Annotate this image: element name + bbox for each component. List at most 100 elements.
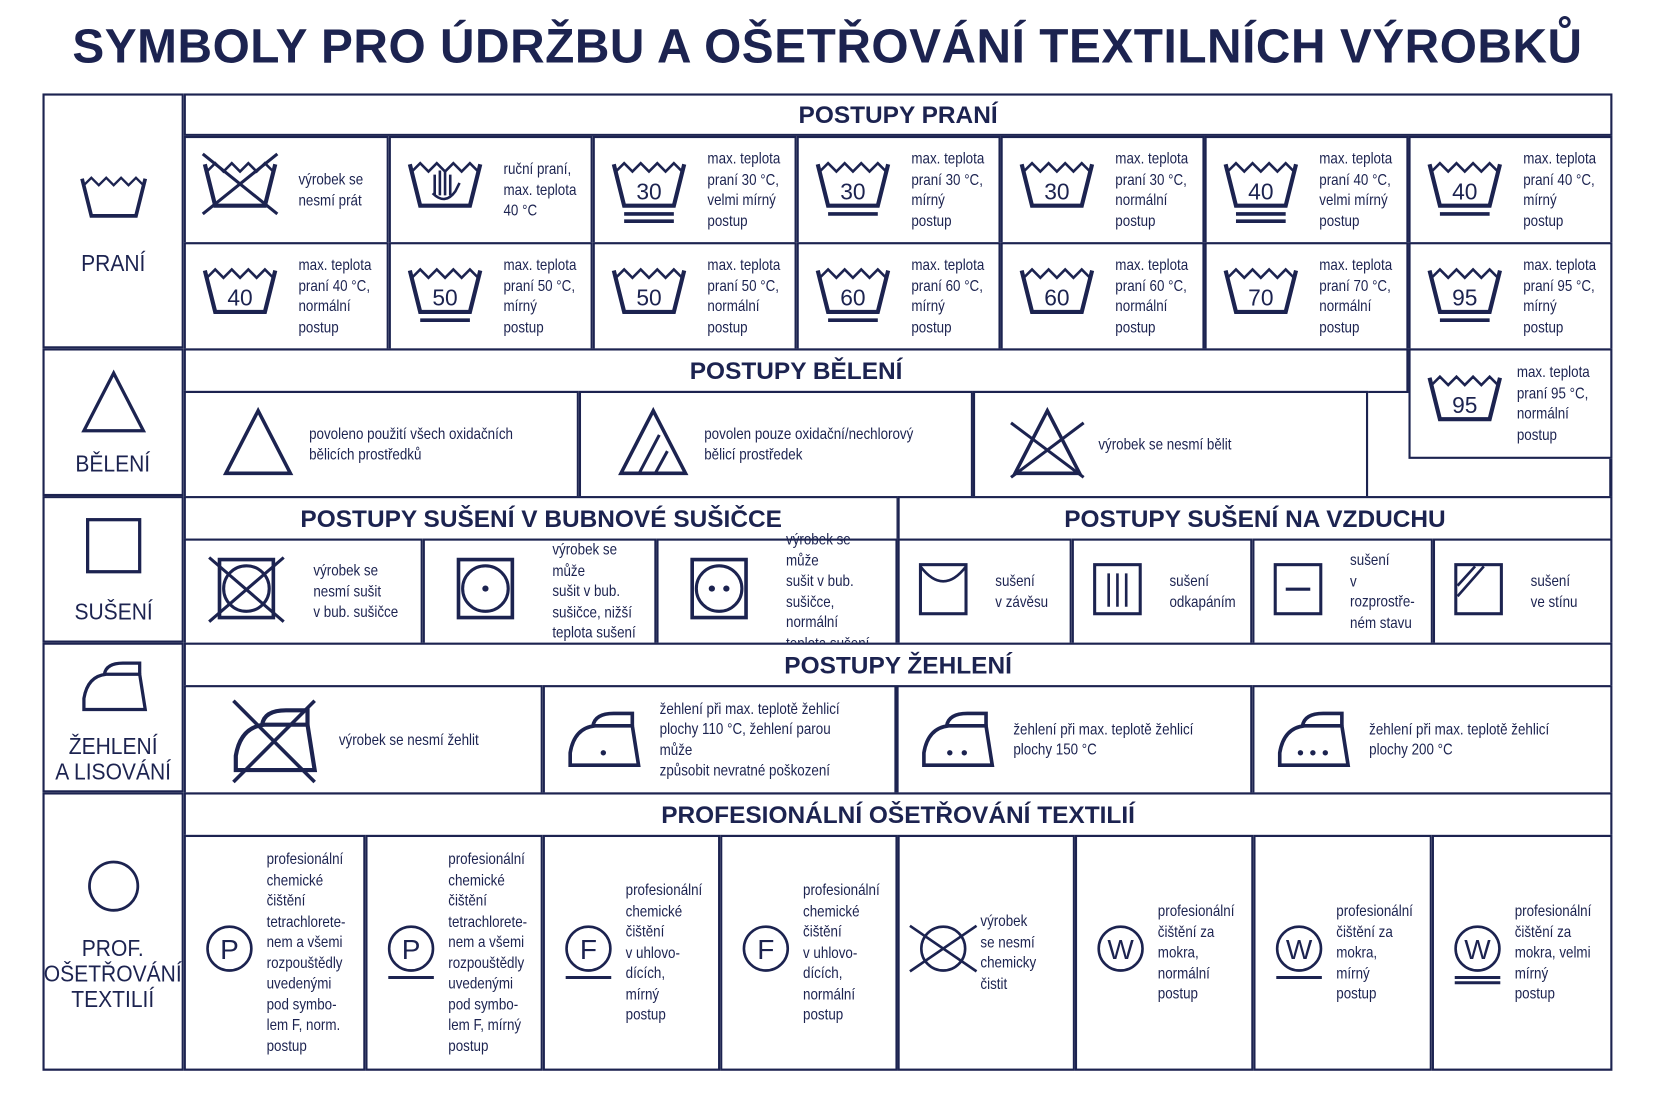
symbol-description: sušení odkapáním [1169, 571, 1236, 611]
wash-40-icon: 40 [1223, 161, 1299, 224]
wash-95-icon: 95 [1423, 363, 1506, 449]
wash-symbol-cell: 40 max. teplota praní 40 °C, velmi mírný … [1204, 135, 1409, 245]
bleach-symbol-cell: povolen pouze oxidační/nechlorový bělicí… [578, 390, 973, 499]
wash-50-icon: 50 [407, 267, 483, 322]
wash-symbol-cell: 30 max. teplota praní 30 °C, normální pos… [1000, 135, 1205, 245]
section-header-ironing: POSTUPY ŽEHLENÍ [183, 642, 1613, 688]
triangle-icon [80, 369, 146, 433]
wash-40-icon: 40 [1427, 161, 1502, 216]
wash-30-icon: 30 [1019, 161, 1095, 208]
tumble-dry-icon [690, 557, 748, 620]
symbol-description: povolen pouze oxidační/nechlorový bělicí… [704, 424, 914, 464]
iron-2-dots-icon [922, 712, 995, 768]
wash-symbol-cell: 95 max. teplota praní 95 °C, normální pos… [1408, 348, 1613, 459]
dry-clean-p-icon: P [387, 925, 435, 979]
ironing-symbol-cell: výrobek se nesmí žehlit [183, 685, 543, 795]
symbol-description: sušení ve stínu [1530, 571, 1578, 611]
dry-shade-icon [1454, 562, 1503, 616]
do-not-tumble-dry-icon [205, 551, 288, 637]
wash-50-icon: 50 [608, 256, 691, 342]
symbol-description: max. teplota praní 40 °C, velmi mírný po… [1319, 149, 1393, 230]
ironing-symbol-cell: žehlení při max. teplotě žehlicí plochy … [896, 685, 1253, 795]
dry-clean-f-icon: F [742, 925, 790, 972]
temperature-label: 30 [1044, 178, 1069, 204]
drying-symbol-cell: sušení odkapáním [1071, 538, 1253, 645]
do-not-bleach-icon [1007, 405, 1088, 489]
symbol-description: povoleno použití všech oxidačních bělicí… [309, 424, 513, 464]
iron-1-dots-icon [562, 699, 645, 785]
ironing-symbol-cell: žehlení při max. teplotě žehlicí plochy … [1252, 685, 1613, 795]
section-header-air-drying: POSTUPY SUŠENÍ NA VZDUCHU [897, 496, 1613, 541]
category-label: BĚLENÍ [75, 450, 151, 478]
temperature-label: 40 [1248, 178, 1273, 204]
dry-clean-w-icon: W [1442, 919, 1512, 993]
dry-flat-icon [1263, 557, 1333, 631]
symbol-description: výrobek se může sušit v bub. sušičce, no… [786, 530, 869, 653]
tumble-dry-icon [444, 551, 527, 637]
symbol-description: profesionální čištění za mokra, mírný po… [1336, 902, 1413, 1003]
bleach-symbol-cell: výrobek se nesmí bělit [972, 390, 1369, 499]
wash-30-icon: 30 [608, 150, 691, 236]
wash-40-icon: 40 [202, 267, 278, 314]
category-1: BĚLENÍ [42, 348, 184, 497]
non-chlorine-bleach-icon [613, 405, 694, 489]
ironing-symbol-cell: žehlení při max. teplotě žehlicí plochy … [542, 685, 897, 795]
wash-symbol-cell: 30 max. teplota praní 30 °C, mírný postup [796, 135, 1001, 245]
professional-care-symbol-cell: výrobek se nesmí chemicky čistit [897, 834, 1075, 1071]
symbol-description: výrobek se nesmí bělit [1098, 435, 1232, 454]
dry-clean-w-icon: W [1264, 919, 1334, 993]
wash-95-icon: 95 [1427, 267, 1502, 322]
triangle-icon [76, 367, 150, 445]
wash-symbol-cell: 40 max. teplota praní 40 °C, mírný postup [1408, 135, 1613, 245]
tumble-dry-icon [678, 551, 761, 637]
wash-symbol-cell: ruční praní, max. teplota 40 °C [388, 135, 593, 245]
temperature-label: 30 [840, 178, 865, 204]
do-not-wash-icon [201, 152, 279, 216]
solvent-letter: W [1107, 934, 1134, 965]
tumble-dry-icon [456, 557, 515, 620]
iron-2-dots-icon [916, 699, 999, 785]
symbol-description: sušení v závěsu [995, 571, 1049, 611]
wash-30-icon: 30 [1015, 150, 1098, 236]
iron-0-dots-icon [81, 661, 147, 712]
dry-drip-icon [1082, 557, 1152, 631]
wash-symbol-cell: 50 max. teplota praní 50 °C, mírný postup [388, 242, 593, 351]
circle-icon [87, 860, 139, 913]
iron-3-dots-icon [1277, 712, 1351, 768]
drying-symbol-cell: sušení ve stínu [1432, 538, 1613, 645]
square-icon [85, 518, 141, 574]
solvent-letter: W [1286, 934, 1313, 965]
drying-symbol-cell: výrobek se nesmí sušit v bub. sušičce [183, 538, 423, 645]
wash-60-icon: 60 [1015, 256, 1098, 342]
do-not-bleach-icon [1010, 407, 1085, 480]
dry-clean-w-icon: W [1097, 925, 1144, 972]
symbol-description: max. teplota praní 60 °C, normální postu… [1115, 255, 1189, 337]
dry-clean-w-icon: W [1086, 919, 1156, 993]
symbol-description: max. teplota praní 30 °C, normální postu… [1115, 149, 1189, 230]
wash-symbol-cell: 40 max. teplota praní 40 °C, normální pos… [183, 242, 389, 351]
symbol-description: max. teplota praní 60 °C, mírný postup [911, 255, 985, 337]
dry-drip-icon [1093, 562, 1142, 616]
symbol-description: max. teplota praní 70 °C, normální postu… [1319, 255, 1393, 337]
wash-30-icon: 30 [611, 161, 687, 224]
symbol-description: max. teplota praní 95 °C, normální postu… [1516, 363, 1590, 444]
hand-wash-icon [407, 161, 483, 208]
symbol-description: výrobek se nesmí prát [298, 170, 364, 210]
wash-60-icon: 60 [812, 256, 895, 342]
temperature-label: 60 [1044, 285, 1069, 311]
category-4: PROF. OŠETŘOVÁNÍ TEXTILIÍ [42, 792, 184, 1071]
wash-70-icon: 70 [1223, 267, 1299, 314]
drying-symbol-cell: sušení v závěsu [897, 538, 1072, 645]
wash-70-icon: 70 [1219, 256, 1302, 342]
dry-clean-f-icon: F [565, 925, 612, 979]
section-header-professional-care: PROFESIONÁLNÍ OŠETŘOVÁNÍ TEXTILIÍ [183, 792, 1613, 838]
solvent-letter: F [580, 934, 597, 965]
square-icon [76, 515, 150, 593]
symbol-description: max. teplota praní 50 °C, normální postu… [707, 255, 781, 337]
symbol-description: výrobek se nesmí chemicky čistit [980, 912, 1037, 993]
symbol-description: profesionální chemické čištění tetrachlo… [448, 850, 528, 1055]
category-0: PRANÍ [42, 93, 184, 349]
